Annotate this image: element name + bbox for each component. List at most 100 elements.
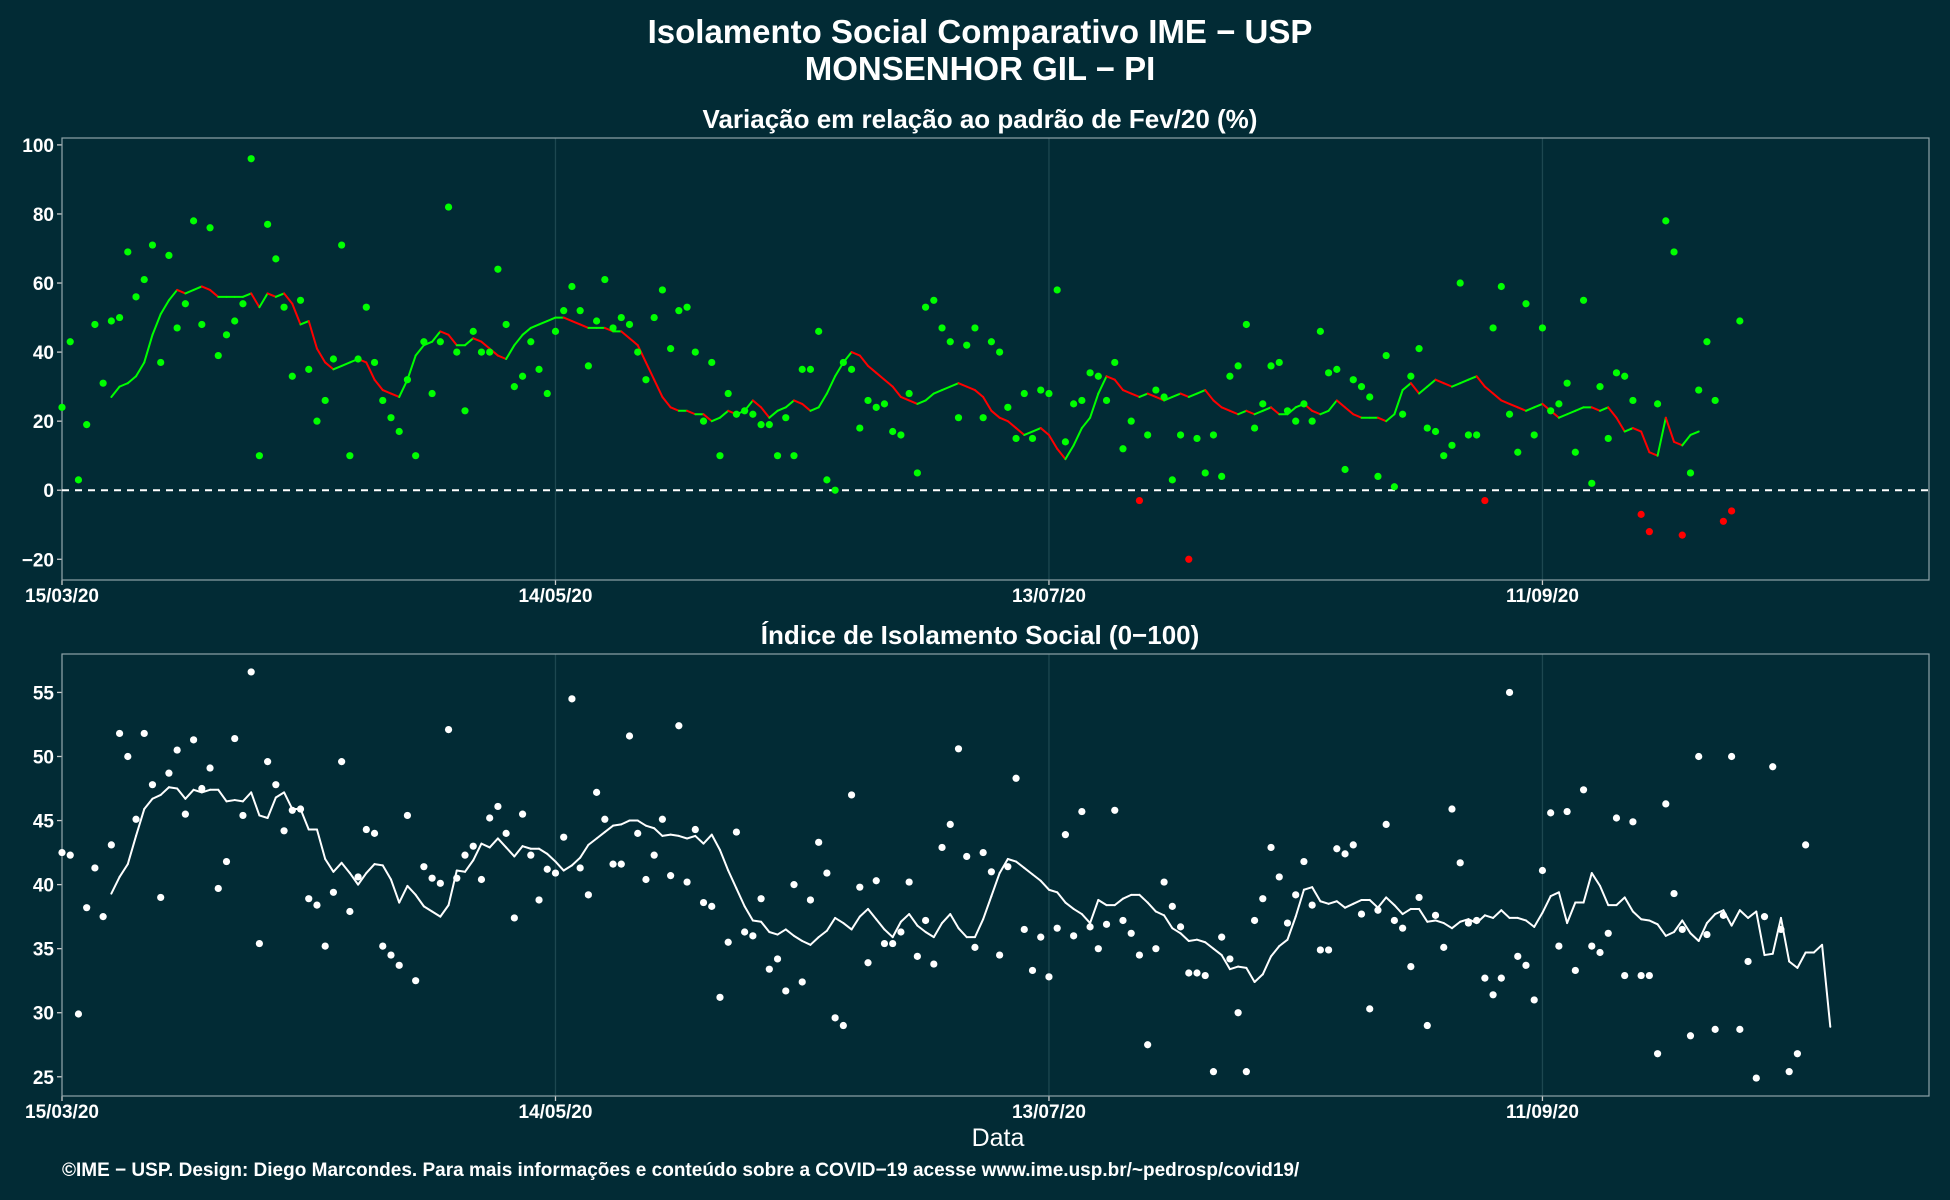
p2-avg-line-segment-86: [817, 929, 828, 939]
p2-point-146: [1259, 895, 1267, 903]
p2-avg-line-segment-162: [1442, 922, 1453, 930]
p2-point-115: [1004, 863, 1012, 871]
p1-avg-line-segment-176: [1557, 413, 1569, 419]
p2-point-202: [1719, 911, 1727, 919]
p1-point-105: [921, 303, 930, 311]
p2-avg-line-segment-61: [612, 823, 623, 827]
p2-avg-line-segment-15: [233, 799, 244, 803]
p2-avg-line-segment-14: [225, 799, 236, 803]
p2-point-100: [880, 939, 889, 948]
p1-avg-line-segment-17: [250, 292, 261, 309]
p1-avg-line-segment-148: [1327, 399, 1338, 412]
p1-avg-line-segment-140: [1261, 406, 1273, 412]
p1-point-74: [667, 345, 675, 353]
p2-avg-line-segment-134: [1212, 947, 1223, 957]
p2-point-0: [58, 848, 66, 857]
p1-avg-line-segment-187: [1648, 451, 1659, 457]
p2-point-188: [1604, 929, 1612, 937]
p2-avg-line-segment-151: [1352, 898, 1363, 905]
p2-avg-line-segment-56: [570, 856, 582, 867]
p1-point-38: [370, 358, 379, 367]
p1-avg-line-segment-51: [529, 323, 541, 329]
p2-avg-line-segment-68: [669, 833, 680, 837]
p1-avg-line-segment-81: [776, 406, 787, 412]
p1-point-49: [461, 407, 469, 415]
p1-point-89: [790, 452, 798, 460]
p1-avg-line-segment-36: [406, 354, 417, 381]
p2-avg-line-segment-122: [1113, 897, 1124, 907]
p2-point-4: [91, 864, 99, 872]
p2-avg-line-segment-144: [1294, 888, 1305, 918]
p1-point-111: [971, 324, 979, 332]
p1-point-101: [889, 427, 897, 436]
p2-point-87: [773, 955, 782, 963]
p1-point-27: [280, 303, 288, 311]
p1-point-161: [1382, 351, 1390, 360]
p2-avg-line-segment-153: [1368, 898, 1379, 909]
p1-point-70: [634, 348, 642, 356]
p1-point-184: [1571, 448, 1579, 456]
p1-avg-line-segment-86: [817, 392, 828, 409]
p1-point-198: [1686, 469, 1695, 477]
p2-avg-line-segment-198: [1738, 909, 1750, 919]
p1-avg-line-segment-186: [1640, 430, 1651, 454]
p2-point-11: [148, 781, 157, 789]
p2-avg-line-segment-32: [373, 863, 384, 867]
p2-avg-line-segment-195: [1714, 909, 1725, 916]
p2-avg-line-segment-58: [587, 837, 598, 846]
p2-avg-line-segment-205: [1796, 951, 1807, 969]
p1-avg-line-segment-98: [916, 399, 927, 405]
p2-point-76: [683, 878, 691, 886]
p1-avg-line-segment-180: [1590, 406, 1602, 412]
p1-point-151: [1300, 400, 1308, 408]
p1-point-40: [387, 414, 395, 422]
p1-point-199: [1695, 386, 1703, 394]
p2-avg-line-segment-25: [315, 828, 327, 860]
p2-point-148: [1275, 873, 1283, 881]
p1-avg-line-segment-57: [579, 323, 590, 329]
p2-point-139: [1201, 971, 1209, 980]
p2-avg-line-segment-208: [1821, 943, 1832, 1028]
p2-avg-line-segment-33: [381, 864, 392, 881]
p1-point-201: [1711, 396, 1719, 405]
p1-point-102: [897, 431, 905, 439]
p2-avg-line-segment-2: [126, 834, 138, 866]
p1-point-175: [1497, 282, 1505, 291]
p1-point-71: [642, 376, 650, 384]
p2-point-117: [1020, 925, 1028, 934]
p2-xtick-label-1: 14/05/20: [518, 1102, 592, 1123]
p2-avg-line-segment-174: [1541, 895, 1552, 914]
p1-ytick-label-5: 0: [43, 481, 54, 502]
p1-avg-line-segment-173: [1533, 402, 1544, 409]
p2-avg-line-segment-187: [1648, 919, 1659, 926]
p2-point-66: [601, 815, 609, 823]
p2-avg-line-segment-67: [661, 833, 672, 837]
p1-avg-line-segment-166: [1475, 375, 1486, 388]
p2-avg-line-segment-103: [957, 927, 968, 939]
p1-avg-line-segment-105: [973, 389, 985, 398]
p2-avg-line-segment-62: [620, 819, 631, 826]
p2-ytick-label-4: 35: [33, 940, 55, 961]
p1-point-190: [1621, 372, 1629, 380]
p1-point-30: [305, 365, 313, 373]
p2-point-80: [716, 993, 724, 1001]
p2-avg-line-segment-119: [1089, 898, 1100, 925]
p1-point-10: [140, 275, 148, 284]
p2-avg-line-segment-35: [398, 884, 409, 904]
p2-point-37: [362, 825, 370, 834]
p2-point-34: [338, 758, 346, 766]
p1-point-100: [880, 400, 889, 408]
p2-point-152: [1308, 901, 1316, 909]
p1-avg-line-segment-80: [768, 409, 779, 419]
panel2-index: 15/03/20 14/05/20 13/07/20 11/09/20 55 50 45 40…: [25, 653, 1930, 1123]
p2-avg-line-segment-7: [167, 786, 179, 790]
p1-avg-line-segment-104: [965, 385, 976, 392]
p2-avg-line-segment-60: [603, 824, 615, 834]
panel1-title: Variação em relação ao padrão de Fev/20 …: [703, 104, 1258, 134]
p2-avg-line-segment-50: [521, 845, 532, 850]
p1-point-162: [1390, 483, 1398, 491]
p2-point-41: [395, 961, 403, 969]
p2-point-172: [1473, 916, 1481, 925]
p1-point-4: [91, 320, 99, 329]
p2-point-15: [181, 810, 189, 818]
